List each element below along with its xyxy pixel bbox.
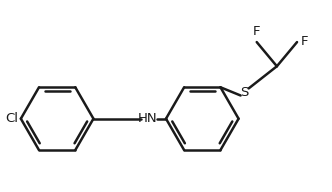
Text: HN: HN bbox=[138, 112, 158, 125]
Text: F: F bbox=[301, 35, 308, 48]
Text: Cl: Cl bbox=[5, 112, 18, 125]
Text: S: S bbox=[240, 86, 249, 99]
Text: F: F bbox=[253, 25, 261, 38]
